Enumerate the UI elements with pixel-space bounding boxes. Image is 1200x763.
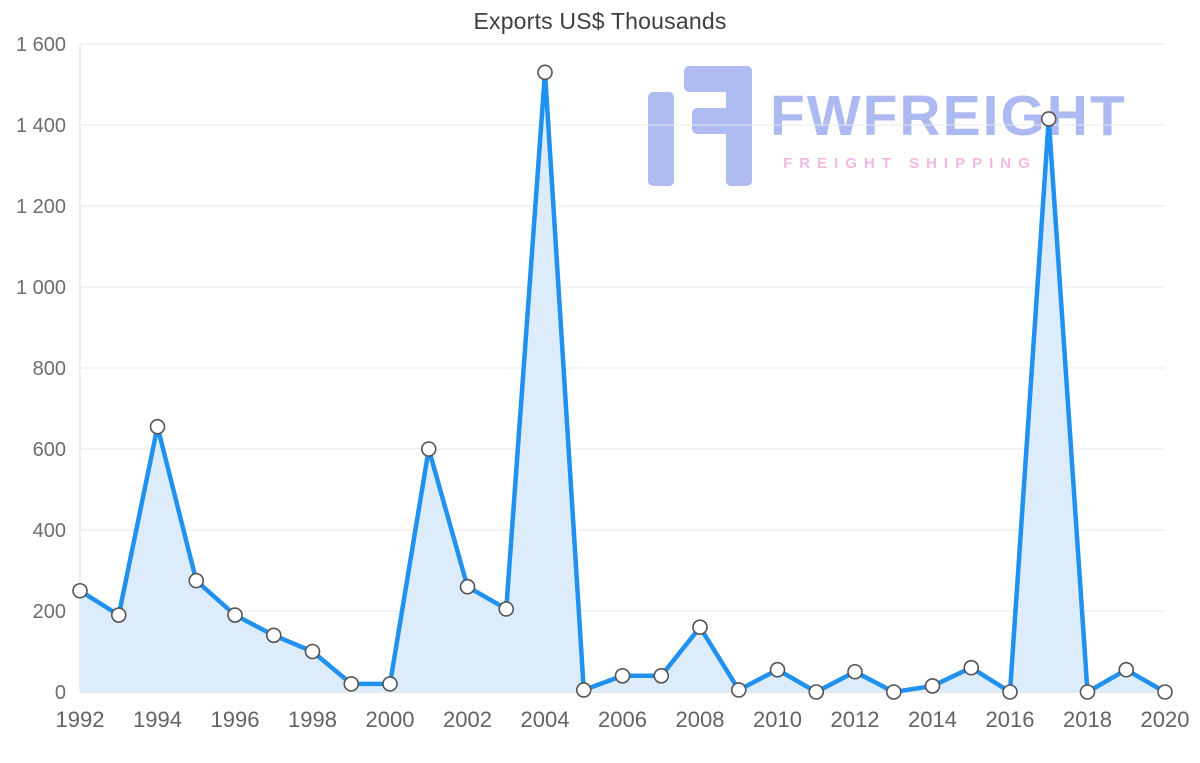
data-point-marker[interactable] [265, 627, 282, 644]
chart-title: Exports US$ Thousands [473, 8, 727, 34]
x-axis-tick-label: 1994 [133, 707, 182, 732]
fwfreight-logo-icon [648, 66, 752, 186]
data-point-marker[interactable] [188, 572, 205, 589]
x-axis-tick-label: 2018 [1063, 707, 1112, 732]
watermark-text: FWFREIGHT FREIGHT SHIPPING [770, 66, 1127, 173]
data-point-marker[interactable] [692, 619, 708, 636]
x-axis-tick-label: 2012 [831, 707, 880, 732]
data-point-marker[interactable] [963, 659, 980, 676]
data-point-marker[interactable] [227, 607, 243, 623]
y-axis-tick-label: 600 [33, 439, 66, 461]
data-point-marker[interactable] [847, 663, 863, 680]
data-point-marker[interactable] [1079, 684, 1096, 700]
y-axis-tick-label: 1 600 [16, 34, 66, 56]
data-point-marker[interactable] [537, 64, 553, 81]
data-point-marker[interactable] [459, 578, 476, 595]
data-point-marker[interactable] [498, 601, 515, 617]
data-point-marker[interactable] [924, 678, 941, 694]
data-point-marker[interactable] [382, 676, 398, 692]
x-axis-tick-label: 1992 [56, 707, 105, 732]
x-axis-tick-label: 2014 [908, 707, 957, 732]
watermark-brand: FWFREIGHT [770, 84, 1127, 148]
data-point-marker[interactable] [304, 643, 321, 660]
y-axis-tick-label: 0 [55, 682, 66, 704]
data-point-marker[interactable] [1118, 661, 1135, 678]
data-point-marker[interactable] [72, 582, 88, 599]
y-axis-tick-label: 200 [33, 601, 66, 623]
y-axis-tick-label: 1 000 [16, 277, 66, 299]
data-point-marker[interactable] [808, 684, 825, 700]
watermark: FWFREIGHT FREIGHT SHIPPING [648, 66, 1127, 186]
y-axis-tick-label: 1 200 [16, 196, 66, 218]
data-point-marker[interactable] [730, 682, 747, 698]
data-point-marker[interactable] [885, 684, 902, 700]
x-axis-tick-label: 2002 [443, 707, 492, 732]
y-axis-tick-label: 1 400 [16, 115, 66, 137]
x-axis-tick-label: 2010 [753, 707, 802, 732]
y-axis-tick-label: 400 [33, 520, 66, 542]
data-point-marker[interactable] [575, 682, 592, 698]
data-point-marker[interactable] [653, 667, 670, 684]
series-area-fill [80, 72, 1165, 693]
watermark-tagline: FREIGHT SHIPPING [783, 155, 1037, 172]
x-axis-tick-label: 2020 [1141, 707, 1190, 732]
data-point-marker[interactable] [420, 441, 437, 457]
data-point-marker[interactable] [614, 667, 631, 684]
x-axis-tick-label: 2004 [521, 707, 570, 732]
data-point-marker[interactable] [343, 676, 360, 692]
x-axis-tick-label: 1998 [288, 707, 337, 732]
data-point-marker[interactable] [1157, 684, 1173, 700]
x-axis-tick-label: 1996 [211, 707, 260, 732]
x-axis-tick-label: 2016 [986, 707, 1035, 732]
data-point-marker[interactable] [110, 607, 127, 623]
data-point-marker[interactable] [149, 418, 166, 435]
x-axis-tick-label: 2000 [366, 707, 415, 732]
data-point-marker[interactable] [1040, 111, 1057, 127]
x-axis-tick-label: 2008 [676, 707, 725, 732]
data-point-marker[interactable] [1002, 684, 1018, 700]
series-line [77, 70, 1168, 695]
x-axis-tick-label: 2006 [598, 707, 647, 732]
data-point-marker[interactable] [769, 661, 786, 678]
y-axis-tick-label: 800 [33, 358, 66, 380]
